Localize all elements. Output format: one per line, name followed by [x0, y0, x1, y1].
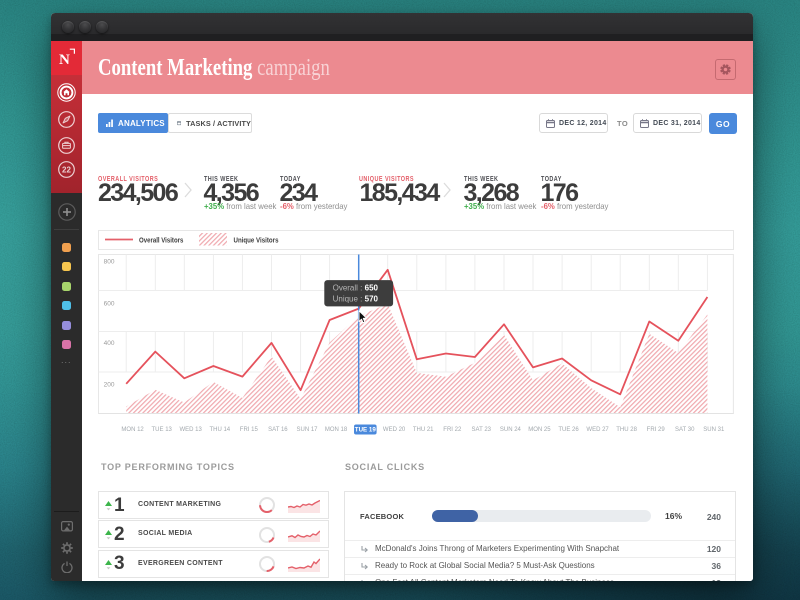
svg-text:800: 800 — [104, 258, 115, 265]
svg-text:WED 27: WED 27 — [587, 427, 610, 433]
svg-text:SAT 23: SAT 23 — [472, 427, 492, 433]
svg-text:Overall Visitors: Overall Visitors — [139, 236, 183, 245]
svg-text:WED 13: WED 13 — [180, 427, 203, 433]
svg-text:MON 18: MON 18 — [325, 427, 348, 433]
svg-text:N: N — [59, 52, 70, 68]
svg-text:SAT 16: SAT 16 — [268, 427, 288, 433]
svg-text:SAT 30: SAT 30 — [675, 427, 695, 433]
svg-text:400: 400 — [104, 340, 115, 347]
svg-text:TUE 26: TUE 26 — [559, 427, 580, 433]
svg-text:SUN 24: SUN 24 — [500, 427, 522, 433]
svg-text:MON 25: MON 25 — [528, 427, 551, 433]
svg-text:THU 21: THU 21 — [413, 427, 434, 433]
svg-text:TUE 19: TUE 19 — [355, 426, 377, 433]
svg-text:THU 28: THU 28 — [616, 427, 637, 433]
svg-text:THU 14: THU 14 — [210, 427, 231, 433]
svg-text:Overall : 650: Overall : 650 — [333, 283, 379, 292]
svg-text:Unique Visitors: Unique Visitors — [234, 236, 279, 245]
svg-text:FRI 15: FRI 15 — [240, 427, 259, 433]
svg-text:FRI 22: FRI 22 — [443, 427, 462, 433]
svg-text:MON 12: MON 12 — [122, 427, 145, 433]
svg-text:SUN 17: SUN 17 — [297, 427, 319, 433]
svg-text:SUN 31: SUN 31 — [703, 427, 725, 433]
svg-text:600: 600 — [104, 300, 115, 307]
svg-text:WED 20: WED 20 — [383, 427, 406, 433]
svg-text:Unique : 570: Unique : 570 — [333, 294, 379, 303]
svg-text:200: 200 — [104, 381, 115, 388]
svg-text:FRI 29: FRI 29 — [647, 427, 666, 433]
svg-text:TUE 13: TUE 13 — [152, 427, 173, 433]
svg-text:22: 22 — [62, 165, 71, 174]
